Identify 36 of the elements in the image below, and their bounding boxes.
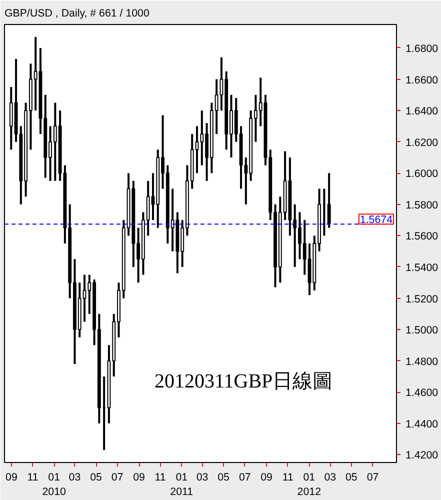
ref-line-label: 1.5674 <box>360 214 393 226</box>
x-tick-label: 03 <box>68 472 81 484</box>
y-tick-label: 1.6800 <box>406 42 438 55</box>
x-tick-label: 01 2010 <box>42 472 66 498</box>
x-tick-label: 09 <box>133 472 146 484</box>
y-tick-label: 1.5600 <box>406 230 438 243</box>
x-tick-label: 05 <box>90 472 102 484</box>
y-tick-label: 1.5400 <box>406 262 438 274</box>
x-tick-label: 09 <box>260 472 273 484</box>
x-tick-label: 11 <box>27 472 38 484</box>
x-tick-label: 07 <box>366 472 379 484</box>
y-tick-label: 1.4800 <box>406 356 438 368</box>
x-tick-label: 07 <box>238 472 251 484</box>
y-tick-label: 1.6400 <box>406 106 438 118</box>
y-tick-label: 1.4600 <box>406 387 438 400</box>
y-tick-label: 1.6200 <box>406 136 438 149</box>
x-tick-label: 11 <box>154 472 166 484</box>
x-tick-label: 05 <box>218 472 230 484</box>
x-tick-label: 07 <box>111 472 124 484</box>
y-tick-label: 1.6000 <box>406 168 438 180</box>
y-tick-label: 1.6600 <box>406 74 438 86</box>
y-tick-label: 1.4400 <box>406 418 438 430</box>
y-tick-label: 1.4200 <box>406 450 438 462</box>
candlestick <box>327 172 331 229</box>
y-tick-label: 1.5200 <box>406 293 438 306</box>
annotation: 20120311GBP日線圖 <box>154 370 333 392</box>
x-tick-label: 03 <box>196 472 208 484</box>
x-tick-label: 05 <box>346 472 358 484</box>
x-tick-label: 11 <box>282 472 294 484</box>
y-tick-label: 1.5800 <box>406 199 438 212</box>
y-tick-label: 1.5000 <box>406 324 438 337</box>
x-tick-label: 01 2012 <box>297 472 322 498</box>
x-tick-label: 03 <box>324 472 336 484</box>
x-tick-label: 09 <box>6 472 18 484</box>
chart-title: GBP/USD , Daily, # 661 / 1000 <box>4 8 150 20</box>
x-tick-label: 01 2011 <box>170 472 194 498</box>
